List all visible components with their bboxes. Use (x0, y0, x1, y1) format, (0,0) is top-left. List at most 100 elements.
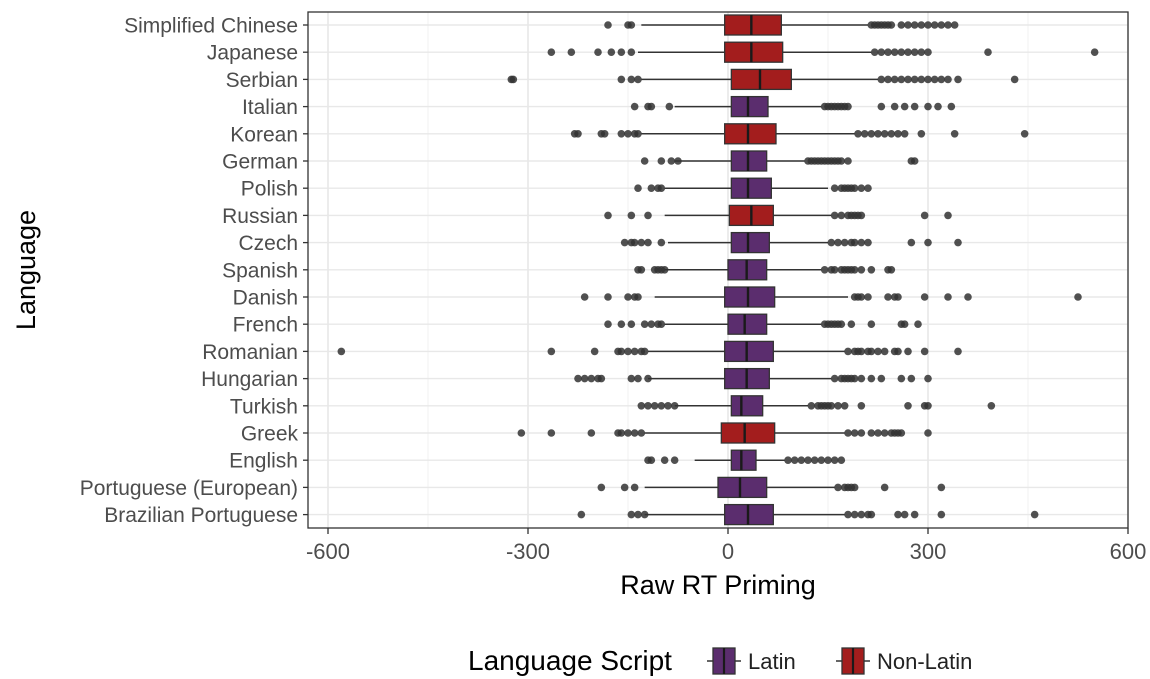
outlier-point (914, 320, 922, 329)
y-tick-label: Serbian (226, 69, 298, 92)
outlier-point (664, 402, 672, 410)
outlier-point (894, 347, 902, 356)
outlier-point (987, 402, 996, 410)
outlier-point (620, 238, 629, 247)
box-iqr (730, 449, 757, 471)
box-hungarian (574, 367, 932, 390)
outlier-point (840, 402, 849, 410)
outlier-point (657, 238, 666, 247)
outlier-point (890, 75, 899, 84)
outlier-point (660, 456, 669, 465)
outlier-point (897, 374, 906, 383)
outlier-point (1090, 48, 1099, 56)
outlier-point (894, 293, 902, 301)
outlier-point (517, 429, 526, 437)
box-iqr (724, 286, 776, 308)
outlier-point (630, 483, 639, 492)
box-korean (570, 123, 1029, 145)
outlier-point (897, 75, 906, 84)
outlier-point (657, 320, 666, 329)
legend: Language Script Latin Non-Latin (468, 645, 972, 676)
outlier-point (634, 374, 642, 383)
outlier-point (920, 347, 929, 356)
outlier-point (820, 266, 829, 274)
box-japanese (547, 41, 1099, 63)
outlier-point (827, 402, 836, 410)
outlier-point (644, 402, 652, 410)
outlier-point (657, 184, 666, 192)
outlier-point (604, 293, 612, 301)
outlier-point (1074, 293, 1082, 301)
outlier-point (627, 510, 636, 519)
outlier-point (637, 266, 646, 274)
outlier-point (890, 102, 899, 111)
outlier-point (857, 238, 866, 247)
outlier-point (624, 347, 632, 356)
outlier-point (644, 211, 652, 220)
y-tick-label: Portuguese (European) (80, 477, 298, 500)
outlier-point (857, 374, 866, 383)
box-romanian (337, 340, 962, 363)
outlier-point (657, 157, 666, 165)
outlier-point (900, 510, 909, 519)
outlier-point (627, 320, 636, 329)
outlier-point (627, 75, 636, 84)
box-english (644, 449, 846, 471)
outlier-point (937, 483, 946, 492)
outlier-point (857, 347, 866, 356)
outlier-point (904, 75, 912, 84)
box-russian (604, 204, 952, 227)
outlier-point (587, 374, 596, 383)
outlier-point (824, 456, 832, 465)
outlier-point (890, 48, 899, 56)
outlier-point (597, 374, 606, 383)
box-serbian (507, 68, 1019, 91)
box-danish (580, 286, 1082, 308)
box-iqr (730, 177, 772, 199)
outlier-point (850, 238, 859, 247)
x-axis: -600 -300 0 300 600 (306, 528, 1146, 564)
outlier-point (947, 102, 956, 111)
outlier-point (650, 402, 659, 410)
outlier-point (910, 157, 919, 165)
outlier-point (900, 130, 909, 138)
outlier-point (597, 483, 606, 492)
outlier-point (887, 21, 896, 29)
box-iqr (724, 340, 774, 363)
box-iqr (724, 123, 777, 145)
outlier-point (944, 211, 952, 220)
box-greek (517, 422, 932, 444)
outlier-point (884, 48, 892, 56)
outlier-point (627, 374, 636, 383)
outlier-point (834, 238, 842, 247)
outlier-point (797, 456, 806, 465)
outlier-point (884, 75, 892, 84)
box-german (640, 150, 919, 172)
box-czech (620, 231, 962, 254)
outlier-point (900, 102, 909, 111)
outlier-point (807, 402, 816, 410)
outlier-point (647, 102, 656, 111)
outlier-point (850, 266, 859, 274)
legend-label: Latin (748, 649, 796, 674)
outlier-point (840, 238, 849, 247)
outlier-point (864, 293, 872, 301)
legend-item: Non-Latin (836, 647, 972, 675)
outlier-point (627, 48, 636, 56)
outlier-point (924, 402, 932, 410)
outlier-point (894, 510, 902, 519)
outlier-point (910, 48, 919, 56)
box-spanish (634, 259, 896, 281)
outlier-point (950, 21, 959, 29)
outlier-point (647, 456, 656, 465)
box-portuguese-european (597, 476, 946, 499)
outlier-point (837, 456, 846, 465)
outlier-point (924, 102, 932, 111)
outlier-point (857, 211, 866, 220)
outlier-point (924, 429, 932, 437)
outlier-point (617, 130, 626, 138)
outlier-point (670, 456, 679, 465)
outlier-point (897, 21, 906, 29)
outlier-point (790, 456, 799, 465)
outlier-point (894, 130, 902, 138)
